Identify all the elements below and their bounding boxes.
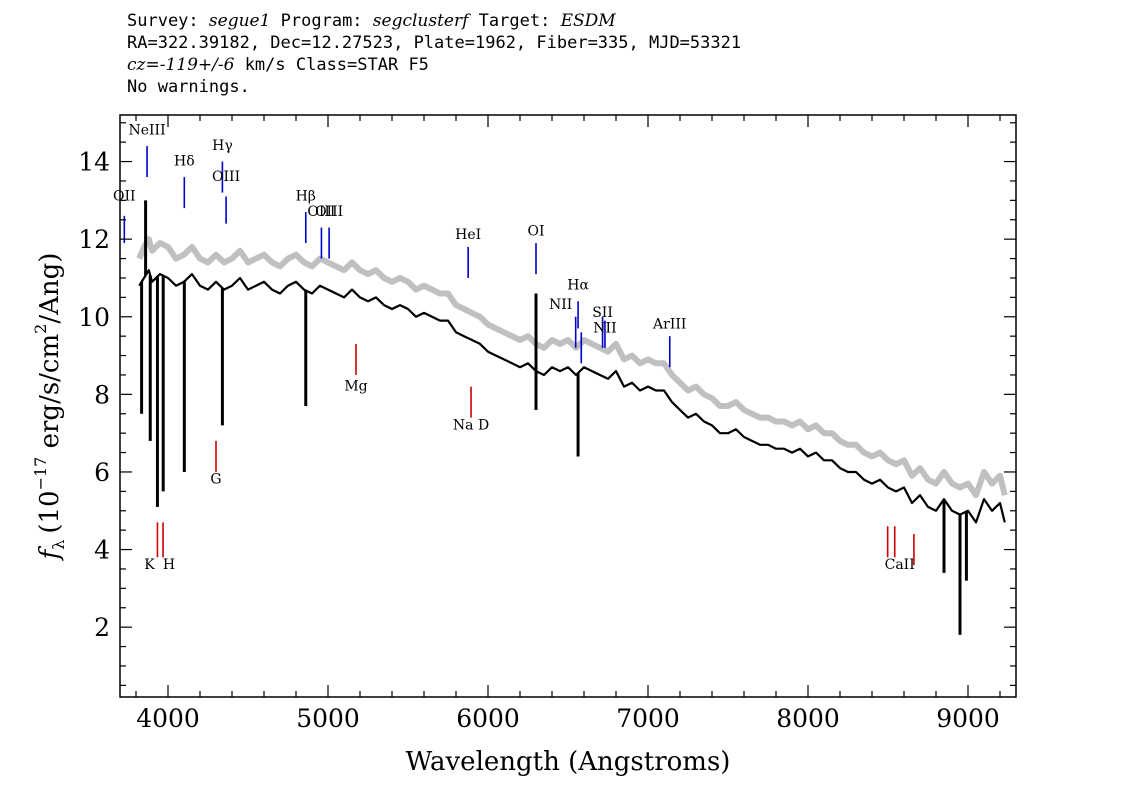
emission-line-label: OI — [527, 223, 544, 239]
x-tick-label: 9000 — [936, 704, 1000, 733]
absorption-line-label: K — [144, 557, 155, 573]
emission-line-label: NeIII — [128, 122, 165, 138]
y-axis-label: fλ(10−17 erg/s/cm2/Ang) — [31, 253, 68, 562]
y-tick-label: 10 — [78, 303, 110, 332]
error-spectrum-line — [136, 236, 1008, 499]
emission-line-label: OII — [113, 188, 136, 204]
y-tick-label: 2 — [94, 613, 110, 642]
absorption-line-label: H — [163, 557, 175, 573]
header-line-1: Survey: segue1 Program: segclusterf Targ… — [127, 10, 741, 32]
class-text: km/s Class=STAR F5 — [234, 55, 429, 75]
x-axis-label: Wavelength (Angstroms) — [406, 747, 731, 777]
x-tick-label: 5000 — [296, 704, 360, 733]
y-tick-label: 4 — [94, 536, 110, 565]
program-label: Program: — [280, 11, 363, 31]
header-line-3: cz=-119+/-6 km/s Class=STAR F5 — [127, 54, 741, 76]
emission-line-label: OIII — [307, 204, 335, 220]
emission-line-label: NII — [549, 297, 572, 313]
survey-label: Survey: — [127, 11, 199, 31]
emission-line-label: Hα — [567, 278, 589, 294]
emission-line-label: Hγ — [212, 138, 233, 154]
emission-line-label: ArIII — [652, 316, 686, 332]
target-value: ESDM — [560, 11, 616, 31]
x-tick-label: 7000 — [616, 704, 680, 733]
axis-ticks-layer: 4000 5000 6000 7000 8000 9000 2 4 6 8 10 12 14 — [78, 115, 1016, 733]
header-line-2: RA=322.39182, Dec=12.27523, Plate=1962, … — [127, 33, 742, 53]
x-tick-label: 4000 — [136, 704, 200, 733]
plot-frame — [119, 114, 1017, 698]
target-label: Target: — [478, 11, 551, 31]
x-tick-label: 8000 — [776, 704, 840, 733]
emission-line-label: SII — [592, 305, 613, 321]
cz-value: cz=-119+/-6 — [127, 55, 235, 75]
spectrum-header: Survey: segue1 Program: segclusterf Targ… — [127, 10, 741, 98]
emission-line-label: Hβ — [296, 188, 316, 204]
emission-line-label: NII — [593, 320, 616, 336]
header-line-4: No warnings. — [127, 77, 250, 97]
emission-line-label: OIII — [315, 204, 343, 220]
program-value: segclusterf — [372, 11, 469, 31]
absorption-line-label: Mg — [344, 378, 367, 394]
emission-line-label: HeI — [455, 227, 481, 243]
absorption-line-label: G — [210, 472, 221, 488]
y-tick-label: 12 — [78, 225, 110, 254]
y-tick-label: 8 — [94, 380, 110, 409]
absorption-line-label: CaII — [885, 557, 915, 573]
error-spectrum-layer — [136, 236, 1008, 499]
emission-line-label: OIII — [212, 169, 240, 185]
flux-spectrum-layer — [138, 200, 1006, 635]
emission-line-label: Hδ — [174, 153, 195, 169]
y-tick-label: 14 — [78, 148, 110, 177]
survey-value: segue1 — [208, 11, 271, 31]
y-tick-label: 6 — [94, 458, 110, 487]
absorption-line-label: Na D — [453, 417, 489, 433]
flux-spectrum-line — [138, 269, 1006, 524]
x-tick-label: 6000 — [456, 704, 520, 733]
